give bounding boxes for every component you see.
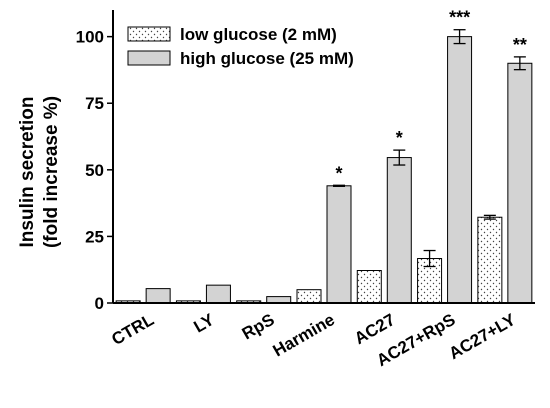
bar-low-glucose [296,289,322,304]
y-tick-label: 50 [85,161,104,180]
legend-label: low glucose (2 mM) [180,25,337,44]
y-tick-label: 100 [76,28,104,47]
bar-high-glucose [447,36,473,304]
significance-annotation: * [396,128,403,148]
y-tick-label: 25 [85,227,104,246]
legend-label: high glucose (25 mM) [180,49,354,68]
significance-annotation: * [335,163,342,183]
legend: low glucose (2 mM) high glucose (25 mM) [127,25,354,68]
bar-low-glucose [356,270,382,304]
bar-high-glucose [205,284,231,304]
x-tick-label: LY [190,310,218,337]
bar-high-glucose [145,288,171,304]
x-tick-label: Harmine [270,310,338,360]
legend-swatch [127,50,171,66]
x-tick-label: RpS [239,310,278,343]
significance-annotation: *** [449,8,470,28]
bars-group: ******* [115,8,533,304]
bar-high-glucose [507,62,533,304]
bar-high-glucose [386,157,412,304]
y-axis-ticks: 0 25 50 75 100 [76,28,113,313]
y-axis-label-line2: (fold increase %) [41,96,62,248]
significance-annotation: ** [513,35,527,55]
x-tick-label: CTRL [108,310,157,349]
legend-swatch [127,26,171,42]
y-axis-label-line1: Insulin secretion [17,97,38,248]
axes [112,10,535,304]
bar-high-glucose [326,185,352,304]
y-axis-label: Insulin secretion (fold increase %) [17,96,62,248]
y-tick-label: 0 [95,294,104,313]
y-tick-label: 75 [85,94,104,113]
bar-low-glucose [477,216,503,304]
x-tick-label: AC27+LY [446,310,520,364]
